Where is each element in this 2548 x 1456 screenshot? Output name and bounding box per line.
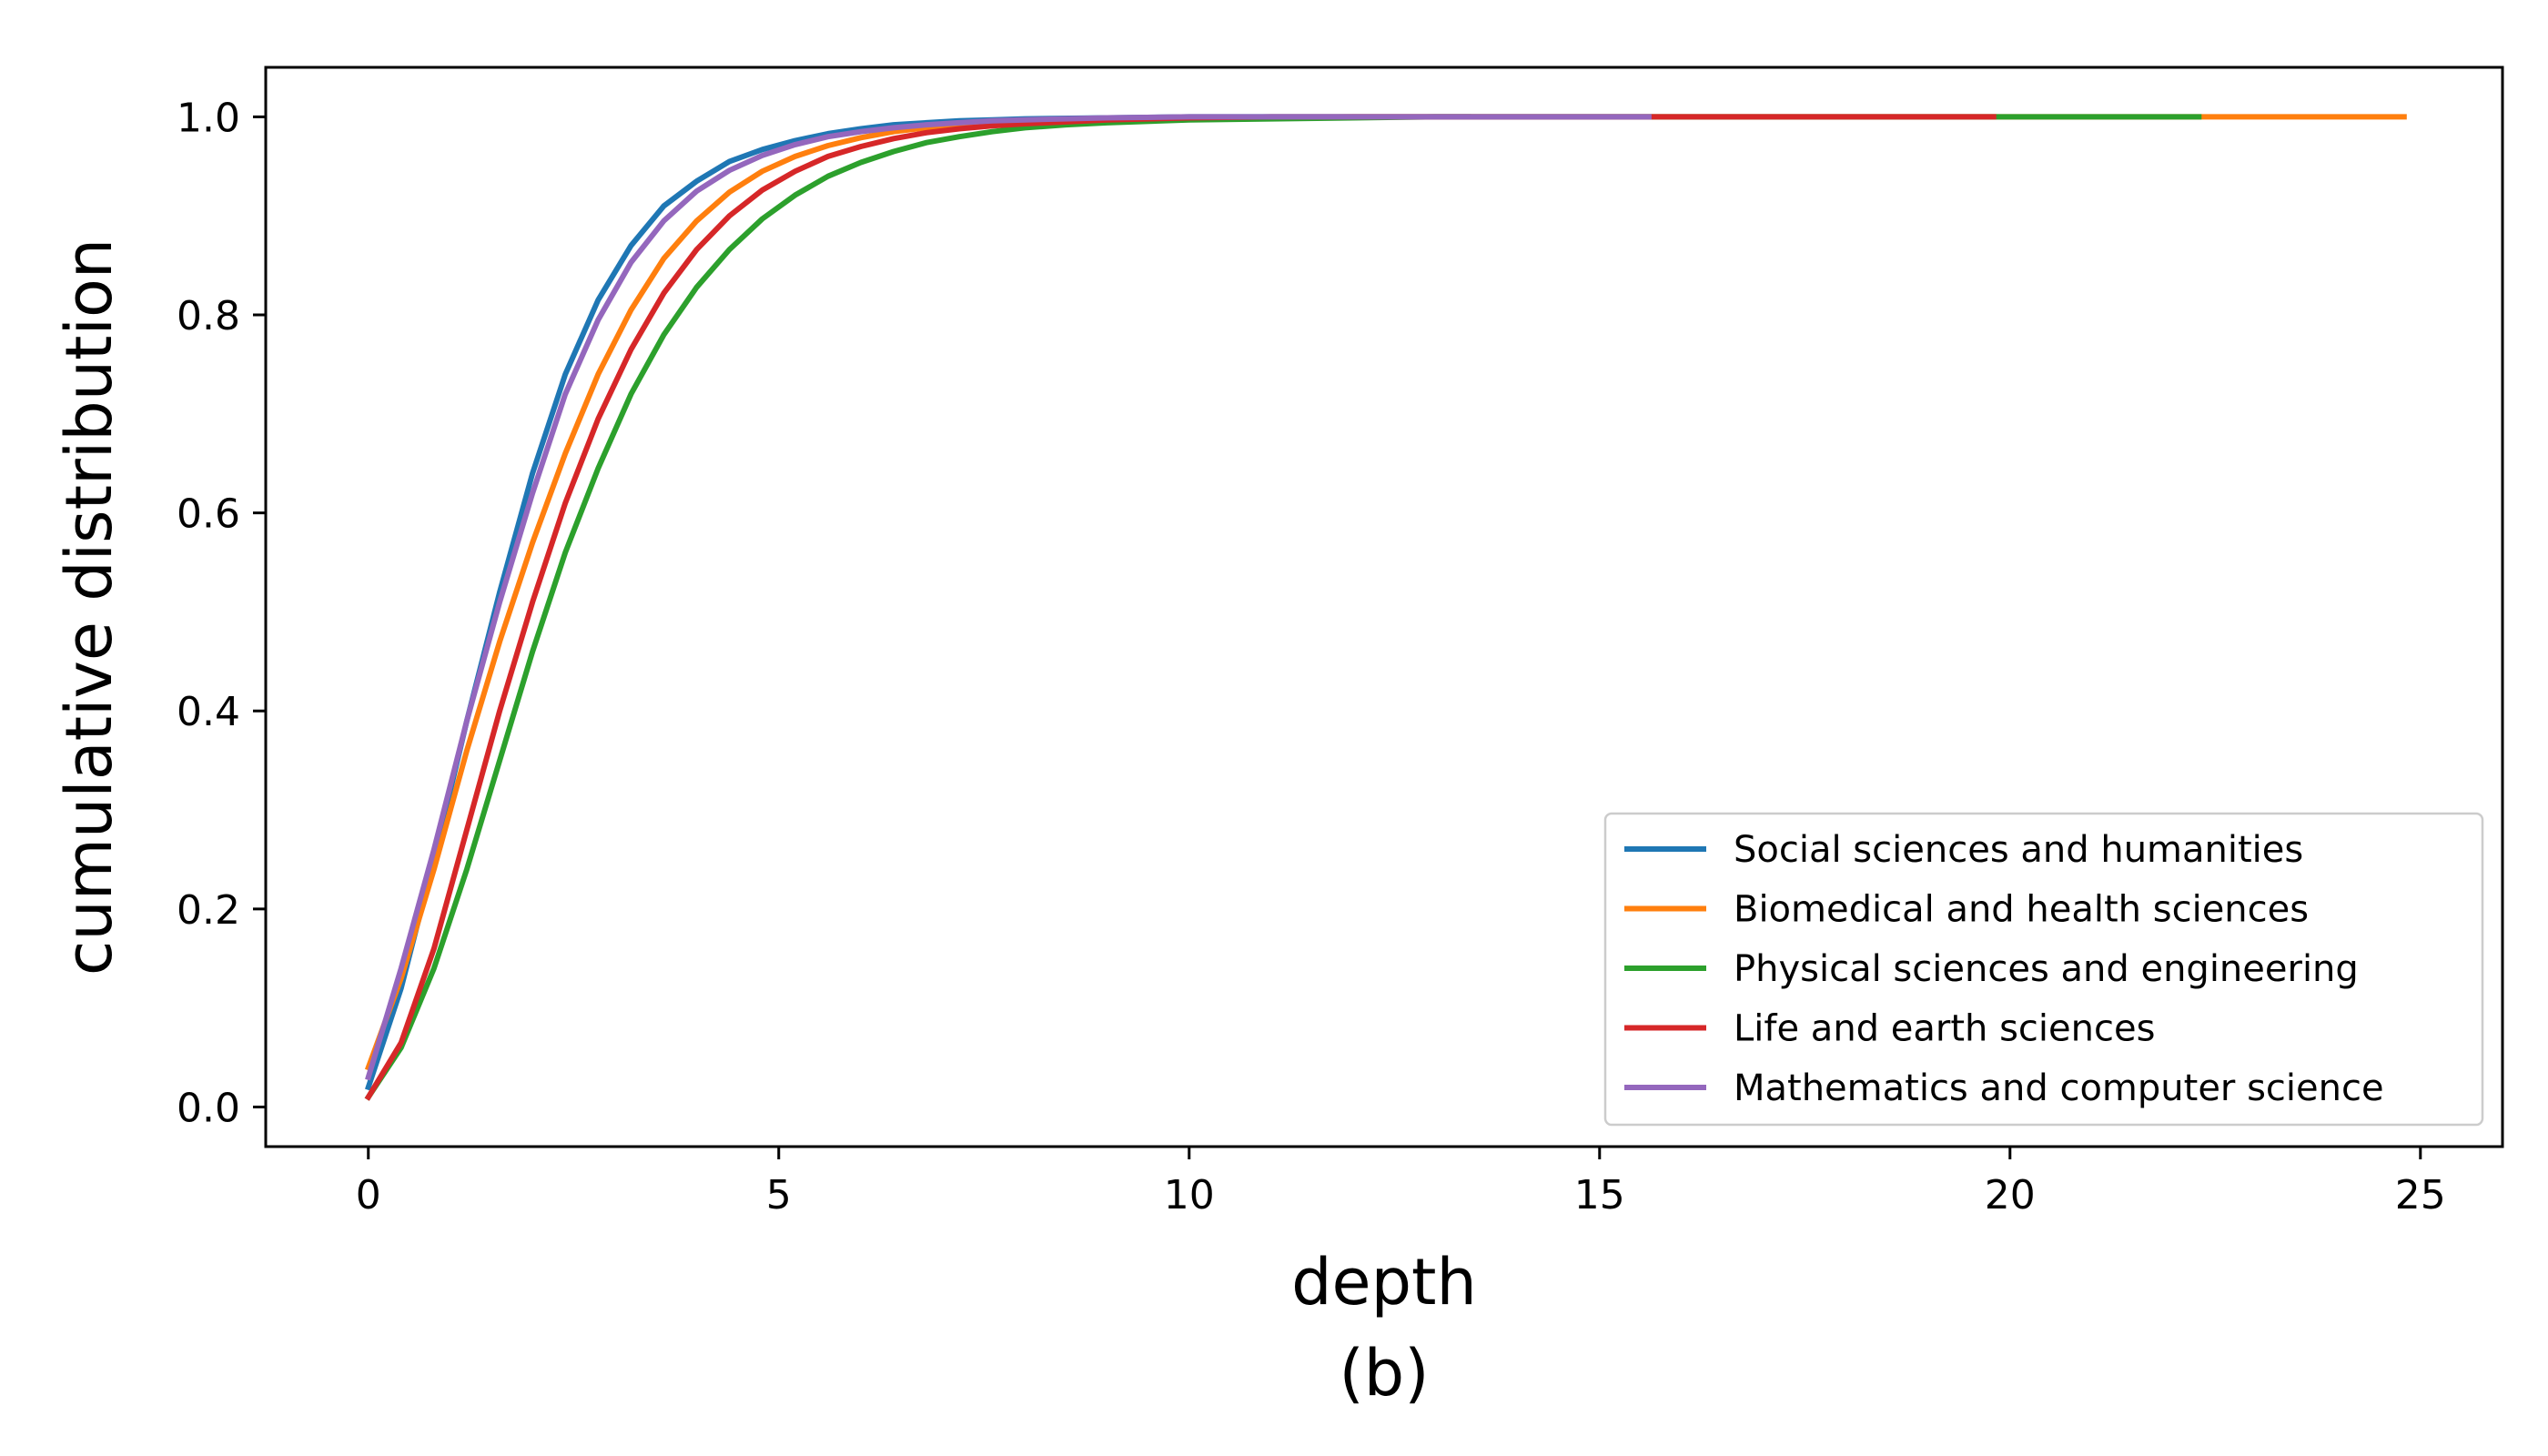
legend-label: Life and earth sciences: [1734, 1008, 2155, 1050]
series-layer: [364, 114, 2407, 1101]
x-tick-label: 25: [2395, 1172, 2446, 1218]
x-tick-label: 15: [1574, 1172, 1625, 1218]
series-line-5: [365, 114, 1652, 1081]
legend-label: Mathematics and computer science: [1734, 1067, 2384, 1109]
y-tick-label: 0.6: [177, 491, 240, 538]
x-ticks: 0 5 10 15 20 25: [356, 1147, 2446, 1218]
legend-label: Social sciences and humanities: [1734, 829, 2303, 871]
legend-entries: Social sciences and humanities Biomedical…: [1624, 829, 2384, 1109]
y-ticks: 0.0 0.2 0.4 0.6 0.8 1.0: [177, 95, 266, 1131]
x-axis-label: depth: [1291, 1245, 1477, 1320]
y-tick-label: 0.0: [177, 1085, 240, 1131]
y-axis-label: cumulative distribution: [52, 238, 126, 976]
figure-caption: (b): [1339, 1336, 1429, 1410]
y-tick-label: 0.2: [177, 887, 240, 934]
y-tick-label: 0.4: [177, 689, 240, 735]
plot-frame: [264, 66, 2504, 1148]
legend-label: Physical sciences and engineering: [1734, 948, 2359, 990]
x-tick-label: 10: [1164, 1172, 1215, 1218]
x-tick-label: 20: [1985, 1172, 2036, 1218]
y-tick-label: 0.8: [177, 293, 240, 339]
legend: Social sciences and humanities Biomedical…: [1603, 812, 2484, 1127]
y-tick-label: 1.0: [177, 95, 240, 141]
x-tick-label: 5: [766, 1172, 792, 1218]
legend-box: [1603, 812, 2484, 1127]
x-tick-label: 0: [356, 1172, 381, 1218]
legend-label: Biomedical and health sciences: [1734, 889, 2309, 931]
